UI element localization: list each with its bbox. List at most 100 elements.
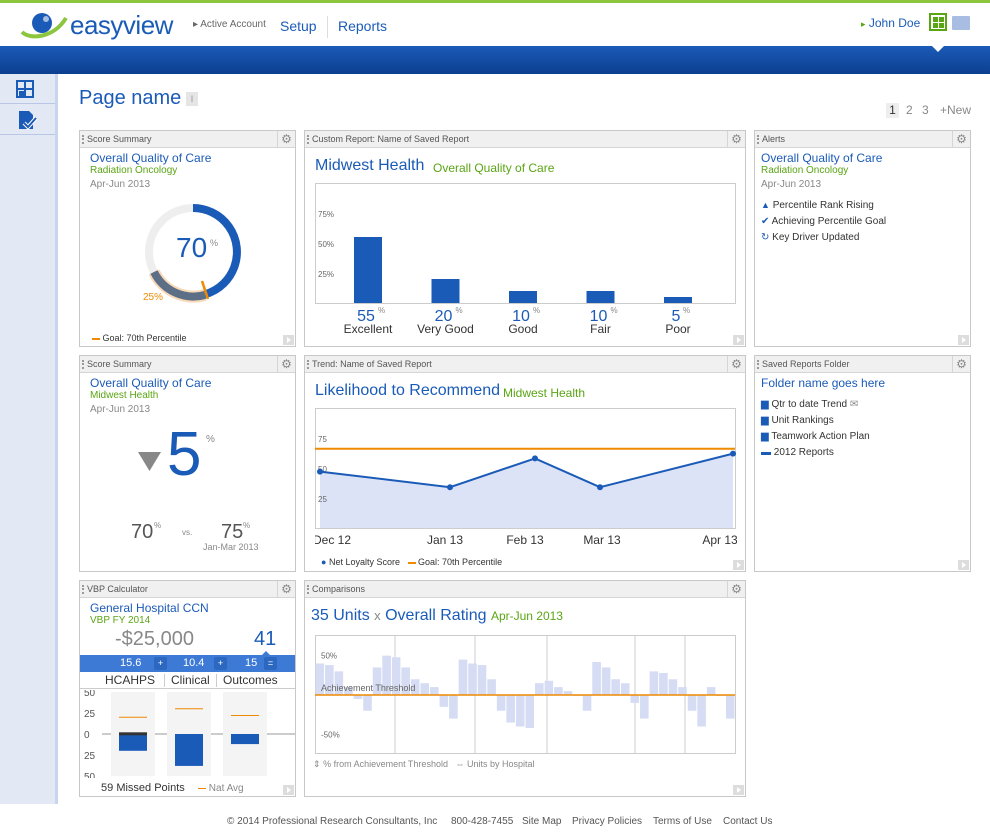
- prior-pct-sign: %: [243, 521, 251, 530]
- prior-period: Jan-Mar 2013: [203, 542, 259, 552]
- widget-title[interactable]: Overall Quality of Care: [90, 376, 212, 390]
- document-icon: ▆: [761, 399, 769, 410]
- bar-pct-sign: %: [533, 306, 540, 315]
- bar-value-label: 5: [672, 308, 681, 325]
- nav-reports[interactable]: Reports: [338, 18, 388, 34]
- panel-header[interactable]: Trend: Name of Saved Report ⚙: [305, 356, 745, 373]
- bar: [554, 687, 563, 695]
- bar: [391, 657, 401, 695]
- widget-title[interactable]: Likelihood to Recommend: [315, 382, 500, 399]
- folder-title[interactable]: Folder name goes here: [761, 376, 886, 390]
- logo-text[interactable]: easyview: [70, 10, 173, 40]
- active-account-link[interactable]: ▸ Active Account: [193, 19, 266, 30]
- expand-icon[interactable]: [733, 560, 744, 570]
- nav-setup[interactable]: Setup: [280, 18, 317, 34]
- widget-period: Apr-Jun 2013: [90, 179, 151, 190]
- metric-label: Overall Rating: [385, 607, 487, 624]
- plus-icon: +: [214, 657, 227, 670]
- alert-item[interactable]: ✔ Achieving Percentile Goal: [761, 216, 886, 227]
- saved-report-label: Qtr to date Trend: [771, 399, 848, 410]
- footer-link-terms[interactable]: Terms of Use: [653, 816, 712, 827]
- expand-icon[interactable]: [958, 335, 969, 345]
- panel-header[interactable]: VBP Calculator ⚙: [80, 581, 295, 598]
- tab-clinical[interactable]: Clinical: [171, 673, 210, 687]
- category-label: Excellent: [344, 322, 393, 336]
- user-menu[interactable]: ▸ John Doe: [861, 16, 920, 30]
- widget-title[interactable]: General Hospital CCN: [90, 601, 209, 615]
- equals-icon: =: [264, 657, 277, 670]
- vertical-arrows-icon: ⇕: [313, 759, 321, 769]
- saved-report-item[interactable]: ▆ Unit Rankings: [761, 415, 834, 426]
- bar: [668, 679, 678, 695]
- add-widget-icon: [16, 80, 34, 98]
- copyright: © 2014 Professional Research Consultants…: [227, 816, 438, 827]
- widget-subtitle: VBP FY 2014: [90, 615, 151, 626]
- page-1-tab[interactable]: 1: [886, 103, 899, 118]
- panel-header[interactable]: Saved Reports Folder ⚙: [755, 356, 970, 373]
- bar: [620, 683, 630, 695]
- gear-icon[interactable]: ⚙: [727, 131, 745, 148]
- bar: [509, 291, 537, 303]
- panel-header[interactable]: Score Summary ⚙: [80, 356, 295, 373]
- vbp-part-hcahps: 15.6: [120, 657, 142, 669]
- add-widget-button[interactable]: [0, 74, 55, 104]
- bar-pct-sign: %: [611, 306, 618, 315]
- bar-pct-sign: %: [378, 306, 385, 315]
- panel-header[interactable]: Custom Report: Name of Saved Report ⚙: [305, 131, 745, 148]
- expand-icon[interactable]: [733, 335, 744, 345]
- legend-goal-label: Goal: 70th Percentile: [418, 557, 503, 567]
- x-tick-label: Feb 13: [506, 533, 544, 547]
- footer-link-contact[interactable]: Contact Us: [723, 816, 773, 827]
- gear-icon[interactable]: ⚙: [952, 131, 970, 148]
- comparison-title[interactable]: 35 Units x Overall Rating Apr-Jun 2013: [311, 607, 563, 625]
- gear-icon[interactable]: ⚙: [277, 356, 295, 373]
- bar: [725, 695, 735, 719]
- tab-hcahps[interactable]: HCAHPS: [105, 673, 156, 687]
- expand-icon[interactable]: [283, 785, 294, 795]
- refresh-icon: ↻: [761, 232, 770, 243]
- current-score: 70: [131, 521, 154, 543]
- gear-icon[interactable]: ⚙: [277, 581, 295, 598]
- widget-title[interactable]: Midwest Health: [315, 157, 425, 174]
- saved-report-item[interactable]: ▆ Qtr to date Trend ✉: [761, 399, 858, 410]
- alert-item[interactable]: ↻ Key Driver Updated: [761, 232, 859, 243]
- bar: [477, 665, 487, 695]
- saved-report-item[interactable]: ▬ 2012 Reports: [761, 447, 834, 458]
- logo-icon[interactable]: [20, 8, 70, 42]
- gear-icon[interactable]: ⚙: [727, 356, 745, 373]
- y-tick-label: 25: [84, 709, 96, 720]
- footer-link-site-map[interactable]: Site Map: [522, 816, 562, 827]
- report-check-button[interactable]: [0, 105, 55, 135]
- x-tick-label: Dec 12: [315, 533, 351, 547]
- panel-header[interactable]: Comparisons ⚙: [305, 581, 745, 598]
- folder-icon[interactable]: [952, 16, 970, 30]
- expand-icon[interactable]: [733, 785, 744, 795]
- y-tick-label: 50: [318, 465, 327, 474]
- expand-icon[interactable]: [283, 335, 294, 345]
- page-2-tab[interactable]: 2: [906, 103, 913, 117]
- comparison-legend: ⇕ % from Achievement Threshold ⇔ Units b…: [313, 759, 535, 770]
- tab-outcomes[interactable]: Outcomes: [223, 673, 278, 687]
- expand-icon[interactable]: [958, 560, 969, 570]
- alert-item[interactable]: ▲ Percentile Rank Rising: [761, 200, 874, 211]
- page-3-tab[interactable]: 3: [922, 103, 929, 117]
- footer-link-privacy[interactable]: Privacy Policies: [572, 816, 643, 827]
- panel-header[interactable]: Score Summary ⚙: [80, 131, 295, 148]
- widget-title[interactable]: Overall Quality of Care: [90, 151, 212, 165]
- dashboard-grid-icon[interactable]: [929, 13, 947, 31]
- gear-icon[interactable]: ⚙: [727, 581, 745, 598]
- new-page-tab[interactable]: +New: [940, 103, 972, 117]
- panel-header[interactable]: Alerts ⚙: [755, 131, 970, 148]
- bar: [119, 734, 147, 751]
- bar-value-label: 10: [512, 308, 530, 325]
- gear-icon[interactable]: ⚙: [277, 131, 295, 148]
- edit-title-icon[interactable]: I: [186, 92, 198, 106]
- threshold-label: Achievement Threshold: [321, 683, 415, 693]
- bar: [640, 695, 649, 719]
- bar: [420, 683, 430, 695]
- widget-title[interactable]: Overall Quality of Care: [761, 151, 883, 165]
- gear-icon[interactable]: ⚙: [952, 356, 970, 373]
- bar: [175, 734, 203, 766]
- saved-report-item[interactable]: ▆ Teamwork Action Plan: [761, 431, 870, 442]
- vbp-amount: -$25,000: [115, 628, 194, 650]
